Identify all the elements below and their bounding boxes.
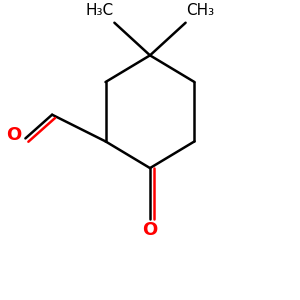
Text: O: O	[6, 127, 21, 145]
Text: CH₃: CH₃	[186, 3, 214, 18]
Text: H₃C: H₃C	[85, 3, 114, 18]
Text: O: O	[142, 221, 158, 239]
